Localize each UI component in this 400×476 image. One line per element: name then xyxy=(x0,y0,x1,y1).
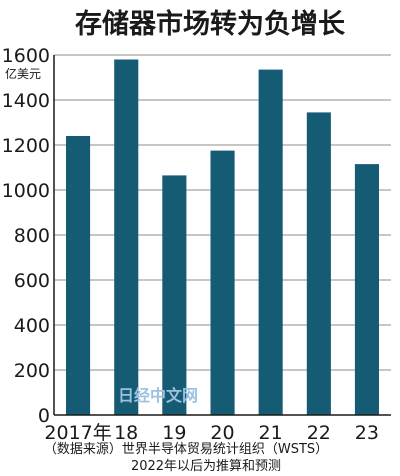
y-tick-label: 1000 xyxy=(2,180,50,202)
y-tick-label: 1400 xyxy=(2,90,50,112)
y-tick-label: 1200 xyxy=(2,135,50,157)
y-tick-label: 400 xyxy=(14,315,50,337)
x-tick-label: 2017年 xyxy=(44,422,111,444)
forecast-note: 2022年以后为推算和预测 xyxy=(131,459,281,474)
y-tick-labels: 0 200 400 600 800 1000 1200 1400 1600 xyxy=(2,45,50,427)
bar-0 xyxy=(66,136,91,415)
bar-1 xyxy=(114,59,139,415)
axes xyxy=(53,55,391,416)
x-tick-label: 19 xyxy=(162,422,186,444)
bar-2 xyxy=(162,175,187,415)
x-tick-label: 21 xyxy=(259,422,283,444)
watermark: 日经中文网 xyxy=(118,386,198,405)
bar-6 xyxy=(354,164,379,415)
x-tick-label: 18 xyxy=(114,422,138,444)
y-axis-label: 亿美元 xyxy=(5,66,41,81)
x-tick-labels: 2017年 18 19 20 21 22 23 xyxy=(44,422,379,444)
source-note: （数据来源）世界半导体贸易统计组织（WSTS） xyxy=(44,442,328,457)
x-tick-label: 22 xyxy=(307,422,331,444)
y-tick-label: 800 xyxy=(14,225,50,247)
bars xyxy=(66,59,379,416)
bar-5 xyxy=(306,112,331,416)
chart-title: 存储器市场转为负增长 xyxy=(75,8,346,40)
y-tick-label: 1600 xyxy=(2,45,50,67)
x-tick-label: 23 xyxy=(355,422,379,444)
bar-3 xyxy=(210,150,235,415)
y-tick-label: 600 xyxy=(14,270,50,292)
y-tick-label: 0 xyxy=(38,405,50,427)
y-tick-label: 200 xyxy=(14,360,50,382)
bar-4 xyxy=(258,69,283,415)
x-tick-label: 20 xyxy=(210,422,234,444)
